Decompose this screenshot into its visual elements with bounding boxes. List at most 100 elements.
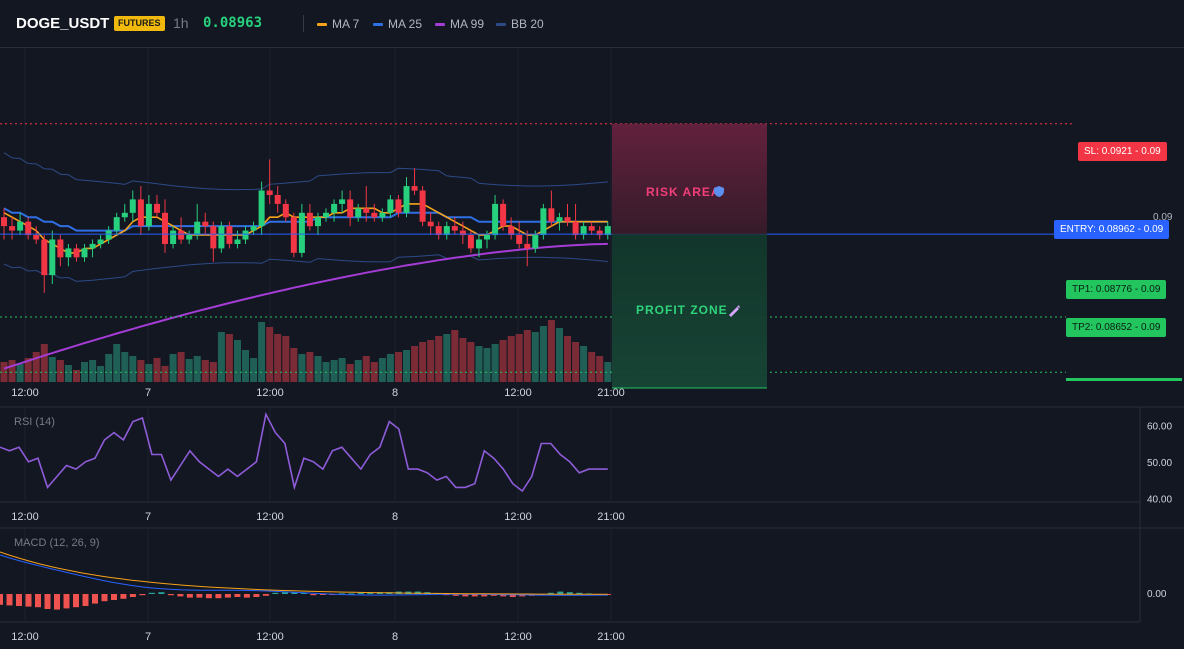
legend-ma25[interactable]: MA 25 [373, 16, 422, 32]
candle-body[interactable] [524, 243, 531, 249]
candle-body[interactable] [459, 230, 466, 236]
candle-body[interactable] [484, 235, 490, 240]
tp2-label[interactable]: TP2: 0.08652 - 0.09 [1066, 318, 1167, 337]
price-time-axis-label: 21:00 [597, 387, 625, 399]
candle-body[interactable] [162, 212, 168, 244]
volume-bar [459, 338, 467, 382]
candle-body[interactable] [379, 212, 386, 218]
candle-body[interactable] [298, 212, 305, 253]
candle-body[interactable] [17, 221, 24, 231]
candle-body[interactable] [596, 230, 603, 236]
candle-body[interactable] [113, 217, 120, 231]
candle-body[interactable] [258, 190, 265, 227]
profit-zone-box[interactable] [612, 234, 767, 388]
candle-body[interactable] [315, 217, 321, 227]
candle-body[interactable] [226, 226, 233, 244]
candle-body[interactable] [234, 239, 241, 245]
candle-body[interactable] [33, 235, 40, 240]
candle-body[interactable] [403, 186, 410, 213]
candle-body[interactable] [331, 203, 338, 213]
volume-bar [475, 346, 483, 382]
candle-body[interactable] [65, 248, 72, 258]
macd-histogram-bar [129, 594, 136, 597]
candle-body[interactable] [57, 239, 64, 258]
candle-body[interactable] [540, 208, 547, 235]
candle-body[interactable] [274, 195, 281, 204]
candle-body[interactable] [411, 186, 418, 191]
candle-body[interactable] [145, 203, 152, 227]
candle-body[interactable] [1, 217, 7, 227]
candle-body[interactable] [41, 239, 48, 276]
candle-body[interactable] [97, 239, 104, 245]
legend-bb20[interactable]: BB 20 [496, 16, 544, 32]
interval-selector[interactable]: 1h [173, 15, 189, 31]
candle-body[interactable] [492, 203, 499, 236]
legend-ma99[interactable]: MA 99 [435, 16, 484, 32]
candle-body[interactable] [516, 235, 523, 244]
candle-body[interactable] [129, 199, 136, 213]
candle-body[interactable] [572, 221, 579, 236]
candle-body[interactable] [500, 203, 507, 227]
candle-body[interactable] [387, 199, 394, 213]
candle-body[interactable] [250, 226, 257, 231]
candle-body[interactable] [347, 199, 354, 218]
candle-body[interactable] [508, 226, 515, 235]
stop-loss-label[interactable]: SL: 0.0921 - 0.09 [1078, 142, 1167, 161]
tp1-label[interactable]: TP1: 0.08776 - 0.09 [1066, 280, 1167, 299]
candle-body[interactable] [564, 217, 571, 222]
candle-body[interactable] [242, 230, 249, 240]
legend-ma7[interactable]: MA 7 [317, 16, 359, 32]
macd-time-axis-label: 12:00 [256, 631, 284, 643]
candle-body[interactable] [556, 217, 563, 222]
symbol-name[interactable]: DOGE_USDT [16, 15, 110, 32]
candle-body[interactable] [89, 243, 96, 249]
candle-body[interactable] [210, 226, 217, 249]
candle-body[interactable] [435, 226, 442, 235]
candle-body[interactable] [194, 221, 201, 236]
candle-body[interactable] [588, 226, 595, 231]
candle-body[interactable] [25, 221, 32, 236]
candle-body[interactable] [532, 235, 539, 249]
candle-body[interactable] [170, 230, 177, 244]
entry-label[interactable]: ENTRY: 0.08962 - 0.09 [1054, 220, 1170, 239]
candle-body[interactable] [202, 221, 209, 227]
macd-histogram-bar [44, 594, 51, 609]
candle-body[interactable] [266, 190, 273, 196]
candle-body[interactable] [339, 199, 346, 204]
candle-body[interactable] [548, 208, 555, 222]
risk-area-box[interactable] [612, 123, 767, 235]
candle-body[interactable] [178, 230, 185, 240]
volume-bar [73, 370, 80, 382]
volume-bar [201, 360, 209, 382]
candle-body[interactable] [290, 217, 297, 253]
candle-body[interactable] [467, 235, 474, 249]
candle-body[interactable] [371, 212, 378, 218]
candle-body[interactable] [355, 208, 362, 218]
candle-body[interactable] [363, 208, 370, 213]
candle-body[interactable] [443, 226, 450, 235]
candle-body[interactable] [81, 248, 88, 258]
candle-body[interactable] [154, 203, 160, 213]
candle-body[interactable] [218, 226, 225, 249]
candle-body[interactable] [282, 203, 289, 218]
candle-body[interactable] [121, 212, 128, 218]
ma99-line [3, 242, 608, 370]
candle-body[interactable] [395, 199, 402, 213]
candle-body[interactable] [323, 212, 329, 218]
candle-body[interactable] [476, 239, 482, 249]
candle-body[interactable] [9, 226, 16, 231]
candle-body[interactable] [306, 212, 313, 227]
candle-body[interactable] [73, 248, 80, 258]
candle-body[interactable] [49, 239, 56, 276]
candle-body[interactable] [419, 190, 426, 222]
bb20-swatch-icon [496, 22, 506, 26]
candle-body[interactable] [580, 226, 587, 235]
candle-body[interactable] [105, 230, 112, 240]
candle-body[interactable] [604, 226, 611, 235]
volume-bar [580, 346, 588, 382]
candle-body[interactable] [427, 221, 434, 227]
candle-body[interactable] [451, 226, 458, 231]
candle-body[interactable] [186, 235, 193, 240]
candle-body[interactable] [137, 199, 144, 227]
